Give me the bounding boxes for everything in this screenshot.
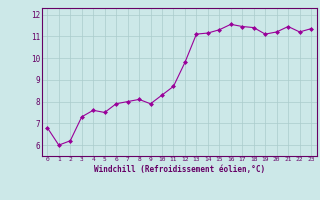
X-axis label: Windchill (Refroidissement éolien,°C): Windchill (Refroidissement éolien,°C) xyxy=(94,165,265,174)
